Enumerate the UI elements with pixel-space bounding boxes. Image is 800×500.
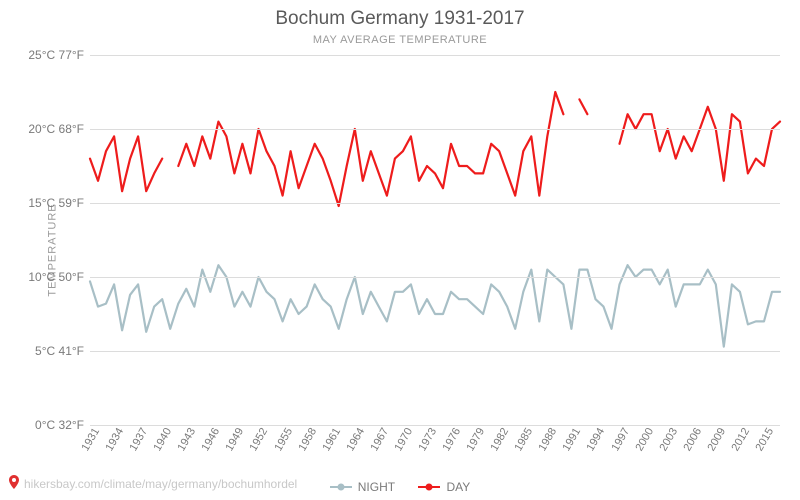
x-tick: 1979 [465, 426, 488, 453]
legend-label-night: NIGHT [358, 480, 395, 494]
x-tick: 1955 [272, 426, 295, 453]
x-tick: 1940 [152, 426, 175, 453]
attribution-text: hikersbay.com/climate/may/germany/bochum… [24, 477, 297, 491]
x-tick: 1973 [416, 426, 439, 453]
x-tick: 1985 [513, 426, 536, 453]
y-tick: 15°C 59°F [28, 196, 90, 210]
x-tick: 1961 [320, 426, 343, 453]
y-tick: 5°C 41°F [35, 344, 90, 358]
legend-swatch-night [330, 486, 352, 488]
series-day [178, 92, 563, 206]
x-tick: 2000 [633, 426, 656, 453]
x-tick: 1976 [441, 426, 464, 453]
series-day [90, 136, 162, 191]
x-tick: 1982 [489, 426, 512, 453]
series-day [579, 99, 587, 114]
x-tick: 2003 [657, 426, 680, 453]
legend-label-day: DAY [446, 480, 470, 494]
x-tick: 1934 [104, 426, 127, 453]
x-tick: 1988 [537, 426, 560, 453]
y-tick: 0°C 32°F [35, 418, 90, 432]
x-tick: 1991 [561, 426, 584, 453]
y-tick: 20°C 68°F [28, 122, 90, 136]
gridline [90, 277, 780, 278]
x-tick: 2012 [729, 426, 752, 453]
x-tick: 1994 [585, 426, 608, 453]
series-day [620, 107, 781, 181]
y-tick: 25°C 77°F [28, 48, 90, 62]
temperature-chart: Bochum Germany 1931-2017 MAY AVERAGE TEM… [0, 0, 800, 500]
x-tick: 2009 [705, 426, 728, 453]
x-tick: 1997 [609, 426, 632, 453]
x-tick: 1952 [248, 426, 271, 453]
pin-icon [8, 475, 20, 492]
chart-title: Bochum Germany 1931-2017 [0, 8, 800, 30]
y-tick: 10°C 50°F [28, 270, 90, 284]
attribution: hikersbay.com/climate/may/germany/bochum… [8, 475, 297, 492]
plot-svg [90, 55, 780, 425]
x-tick: 1958 [296, 426, 319, 453]
legend-swatch-day [418, 486, 440, 488]
legend-item-night: NIGHT [330, 480, 395, 494]
gridline [90, 425, 780, 426]
legend-item-day: DAY [418, 480, 470, 494]
x-tick: 2006 [681, 426, 704, 453]
x-tick: 1937 [128, 426, 151, 453]
x-tick: 2015 [753, 426, 776, 453]
x-tick: 1943 [176, 426, 199, 453]
gridline [90, 351, 780, 352]
chart-subtitle: MAY AVERAGE TEMPERATURE [0, 34, 800, 46]
gridline [90, 55, 780, 56]
x-tick: 1964 [344, 426, 367, 453]
plot-area: 0°C 32°F5°C 41°F10°C 50°F15°C 59°F20°C 6… [90, 55, 780, 425]
x-tick: 1970 [392, 426, 415, 453]
x-tick: 1946 [200, 426, 223, 453]
x-tick: 1967 [368, 426, 391, 453]
x-tick: 1949 [224, 426, 247, 453]
gridline [90, 129, 780, 130]
gridline [90, 203, 780, 204]
